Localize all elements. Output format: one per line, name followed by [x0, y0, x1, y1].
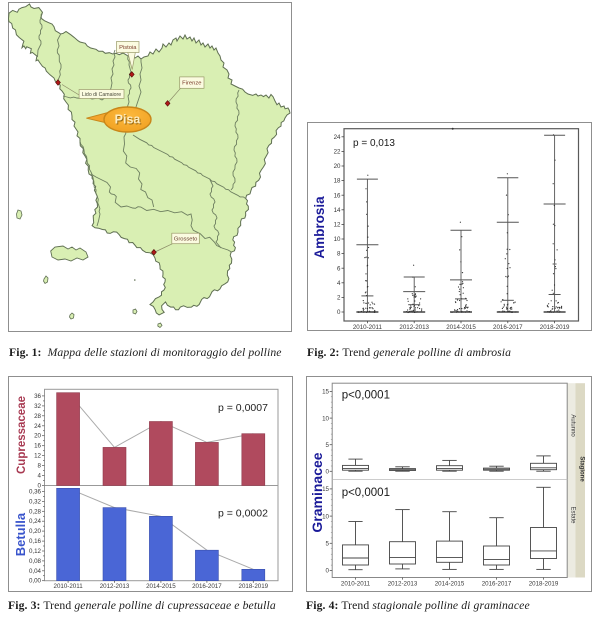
svg-text:8: 8	[337, 251, 341, 258]
svg-text:2014-2015: 2014-2015	[435, 581, 465, 588]
svg-text:Firenze: Firenze	[182, 81, 201, 87]
svg-text:Pisa: Pisa	[116, 114, 143, 128]
svg-text:0,04: 0,04	[29, 568, 42, 575]
svg-text:12: 12	[334, 222, 341, 229]
svg-text:2014-2015: 2014-2015	[146, 583, 176, 590]
svg-text:16: 16	[334, 192, 341, 199]
svg-text:0: 0	[326, 469, 330, 476]
svg-text:Lido di Camaiore: Lido di Camaiore	[82, 92, 121, 98]
svg-text:Pistoia: Pistoia	[119, 45, 137, 51]
svg-text:5: 5	[326, 541, 330, 548]
svg-text:15: 15	[322, 486, 329, 493]
svg-text:0,32: 0,32	[29, 498, 42, 505]
svg-text:0: 0	[326, 568, 330, 575]
svg-text:0,16: 0,16	[29, 538, 42, 545]
svg-text:p = 0,013: p = 0,013	[353, 138, 395, 149]
svg-text:Graminacee: Graminacee	[309, 452, 325, 532]
svg-text:2018-2019: 2018-2019	[239, 583, 269, 590]
svg-text:32: 32	[34, 403, 41, 410]
svg-text:22: 22	[334, 149, 341, 156]
svg-text:p = 0,0007: p = 0,0007	[218, 402, 268, 414]
svg-text:2012-2013: 2012-2013	[100, 583, 130, 590]
svg-text:2016-2017: 2016-2017	[192, 583, 222, 590]
svg-text:28: 28	[34, 413, 41, 420]
svg-text:Stagione: Stagione	[578, 456, 584, 482]
svg-text:5: 5	[326, 442, 330, 449]
svg-text:15: 15	[322, 389, 329, 396]
svg-text:2016-2017: 2016-2017	[482, 581, 512, 588]
svg-text:24: 24	[34, 423, 41, 430]
svg-text:0,24: 0,24	[29, 518, 42, 525]
svg-text:6: 6	[337, 265, 341, 272]
svg-text:Pisa: Pisa	[115, 113, 142, 127]
svg-text:0,08: 0,08	[29, 558, 42, 565]
svg-text:2014-2015: 2014-2015	[446, 324, 476, 331]
svg-text:2012-2013: 2012-2013	[388, 581, 418, 588]
svg-text:10: 10	[334, 236, 341, 243]
svg-text:36: 36	[34, 393, 41, 400]
svg-text:Ambrosia: Ambrosia	[312, 196, 327, 259]
svg-text:0: 0	[38, 483, 42, 490]
svg-text:0: 0	[337, 309, 341, 316]
svg-text:0,12: 0,12	[29, 548, 42, 555]
svg-text:2012-2013: 2012-2013	[399, 324, 429, 331]
svg-text:20: 20	[34, 433, 41, 440]
svg-text:0,00: 0,00	[29, 578, 42, 585]
svg-text:2010-2011: 2010-2011	[341, 581, 371, 588]
svg-text:Cupressaceae: Cupressaceae	[16, 396, 28, 474]
svg-text:4: 4	[38, 473, 42, 480]
svg-text:2016-2017: 2016-2017	[493, 324, 523, 331]
svg-text:14: 14	[334, 207, 341, 214]
svg-text:0,28: 0,28	[29, 508, 42, 515]
svg-text:p<0,0001: p<0,0001	[342, 487, 390, 499]
svg-text:4: 4	[337, 280, 341, 287]
svg-text:24: 24	[334, 134, 341, 141]
svg-text:Grosseto: Grosseto	[174, 237, 198, 243]
svg-text:2018-2019: 2018-2019	[529, 581, 559, 588]
svg-text:Estate: Estate	[570, 506, 576, 524]
svg-text:Betulla: Betulla	[13, 512, 28, 556]
svg-text:Autunno: Autunno	[570, 414, 576, 437]
svg-text:8: 8	[38, 463, 42, 470]
svg-text:20: 20	[334, 163, 341, 170]
svg-text:12: 12	[34, 453, 41, 460]
svg-text:2010-2011: 2010-2011	[54, 583, 84, 590]
svg-text:0,20: 0,20	[29, 528, 42, 535]
svg-text:10: 10	[322, 415, 329, 422]
svg-text:2: 2	[337, 295, 341, 302]
svg-text:0,36: 0,36	[29, 489, 42, 496]
svg-text:2018-2019: 2018-2019	[540, 324, 570, 331]
svg-text:10: 10	[322, 513, 329, 520]
svg-text:18: 18	[334, 178, 341, 185]
svg-text:16: 16	[34, 443, 41, 450]
svg-text:2010-2011: 2010-2011	[353, 324, 383, 331]
svg-text:p<0,0001: p<0,0001	[342, 390, 390, 402]
svg-text:p = 0,0002: p = 0,0002	[218, 508, 268, 520]
